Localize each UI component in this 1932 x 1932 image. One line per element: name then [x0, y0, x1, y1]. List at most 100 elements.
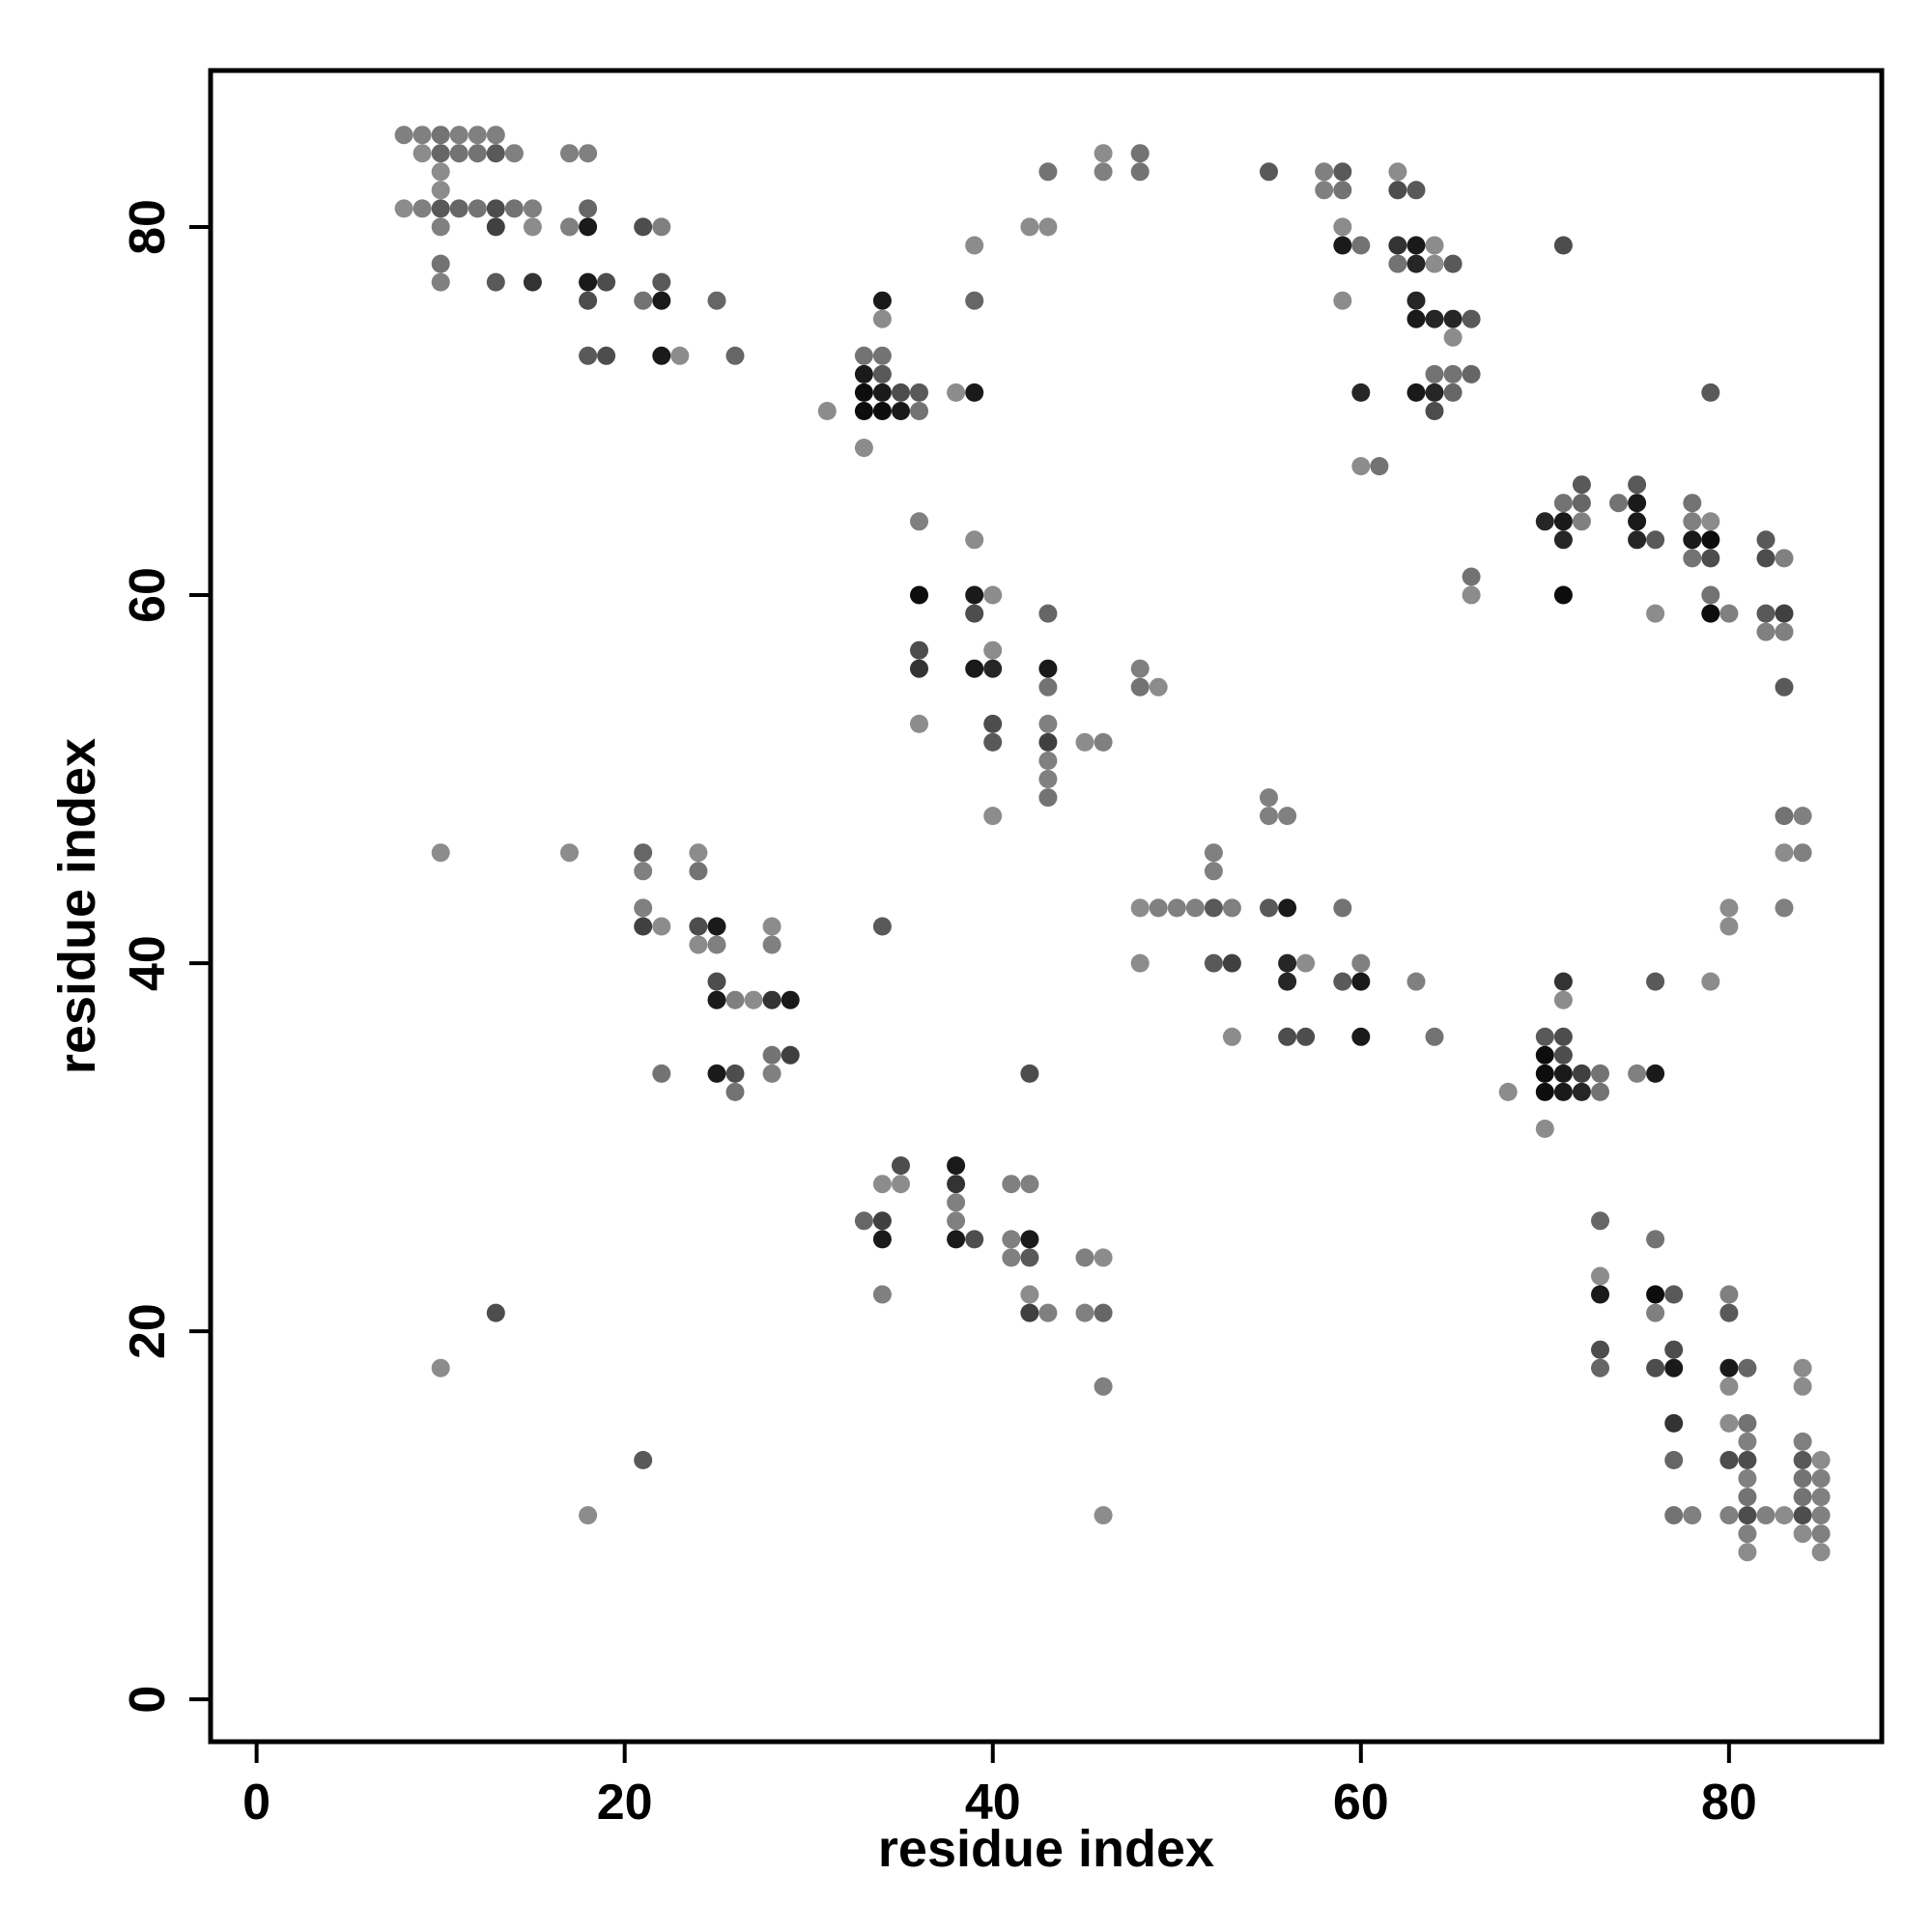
data-point	[725, 346, 745, 365]
data-point	[504, 199, 524, 218]
data-point	[1553, 512, 1573, 531]
data-point	[1535, 1120, 1554, 1138]
data-point	[1278, 972, 1297, 991]
data-point	[579, 1506, 598, 1525]
data-point	[486, 126, 505, 145]
data-point	[1775, 807, 1794, 826]
data-point	[431, 126, 450, 145]
data-point	[1406, 972, 1426, 991]
data-point	[965, 1230, 984, 1249]
data-point	[1646, 1064, 1665, 1083]
data-point	[854, 439, 873, 458]
data-point	[1260, 898, 1278, 918]
data-point	[1646, 972, 1665, 991]
data-point	[1038, 217, 1058, 237]
data-point	[1278, 953, 1297, 973]
data-point	[1719, 898, 1739, 918]
data-point	[1683, 494, 1702, 513]
data-point	[1204, 862, 1223, 881]
data-point	[1443, 309, 1463, 328]
data-point	[1738, 1469, 1757, 1488]
data-point	[983, 714, 1003, 733]
data-point	[1094, 1377, 1113, 1396]
data-point	[1811, 1524, 1831, 1544]
data-point	[947, 1230, 966, 1249]
y-tick-label: 60	[120, 567, 176, 623]
data-point	[1793, 807, 1812, 826]
data-point	[1664, 1358, 1684, 1378]
data-point	[1406, 236, 1426, 255]
data-point	[1756, 549, 1776, 568]
data-point	[1222, 898, 1241, 918]
data-point	[1094, 144, 1113, 163]
data-point	[504, 144, 524, 163]
data-point	[872, 917, 892, 936]
data-point	[1002, 1248, 1021, 1267]
data-point	[854, 1211, 873, 1231]
data-point	[1738, 1543, 1757, 1562]
data-point	[1002, 1175, 1021, 1194]
data-point	[725, 1064, 745, 1083]
data-point	[1719, 1285, 1739, 1304]
data-point	[1406, 291, 1426, 310]
x-tick-label: 40	[965, 1775, 1021, 1831]
data-point	[1038, 732, 1058, 752]
data-point	[652, 917, 671, 936]
data-point	[579, 291, 598, 310]
data-point	[560, 144, 579, 163]
data-point	[725, 1082, 745, 1101]
y-axis: 0 20 40 60 80	[120, 199, 211, 1714]
data-point	[1333, 236, 1352, 255]
data-point	[1664, 1340, 1684, 1359]
data-point	[1020, 1064, 1039, 1083]
data-point	[652, 346, 671, 365]
data-point	[1793, 1469, 1812, 1488]
data-point	[707, 917, 726, 936]
data-point	[412, 199, 432, 218]
data-point	[1609, 494, 1628, 513]
data-point	[1038, 659, 1058, 678]
data-point	[947, 1193, 966, 1212]
data-point	[854, 383, 873, 402]
data-point	[431, 181, 450, 200]
data-point	[1628, 494, 1647, 513]
data-point	[707, 935, 726, 954]
data-point	[1260, 162, 1278, 182]
data-point	[394, 126, 413, 145]
data-point	[1462, 585, 1481, 605]
data-point	[1738, 1432, 1757, 1451]
data-point	[431, 843, 450, 863]
data-point	[910, 640, 928, 660]
y-tick-label: 0	[120, 1686, 176, 1714]
data-point	[579, 217, 598, 237]
data-point	[1296, 953, 1316, 973]
data-point	[1572, 475, 1591, 495]
data-point	[689, 917, 708, 936]
data-point	[1664, 1413, 1684, 1433]
data-point	[468, 144, 487, 163]
data-point	[1756, 622, 1776, 641]
data-point	[1388, 181, 1407, 200]
data-point	[1811, 1469, 1831, 1488]
data-point	[1756, 604, 1776, 623]
data-point	[872, 309, 892, 328]
data-point	[947, 1175, 966, 1194]
data-point	[523, 217, 542, 237]
data-point	[965, 236, 984, 255]
data-point	[1278, 807, 1297, 826]
data-point	[1351, 1027, 1371, 1046]
data-point	[1406, 181, 1426, 200]
data-point	[1333, 898, 1352, 918]
x-tick-label: 0	[242, 1775, 270, 1831]
data-point	[910, 659, 928, 678]
data-point	[1738, 1451, 1757, 1469]
data-point	[1020, 217, 1039, 237]
data-point	[1683, 530, 1702, 550]
data-point	[486, 217, 505, 237]
data-point	[1388, 254, 1407, 273]
data-point	[1553, 1027, 1573, 1046]
data-point	[965, 659, 984, 678]
data-point	[707, 972, 726, 991]
data-point	[892, 383, 910, 402]
